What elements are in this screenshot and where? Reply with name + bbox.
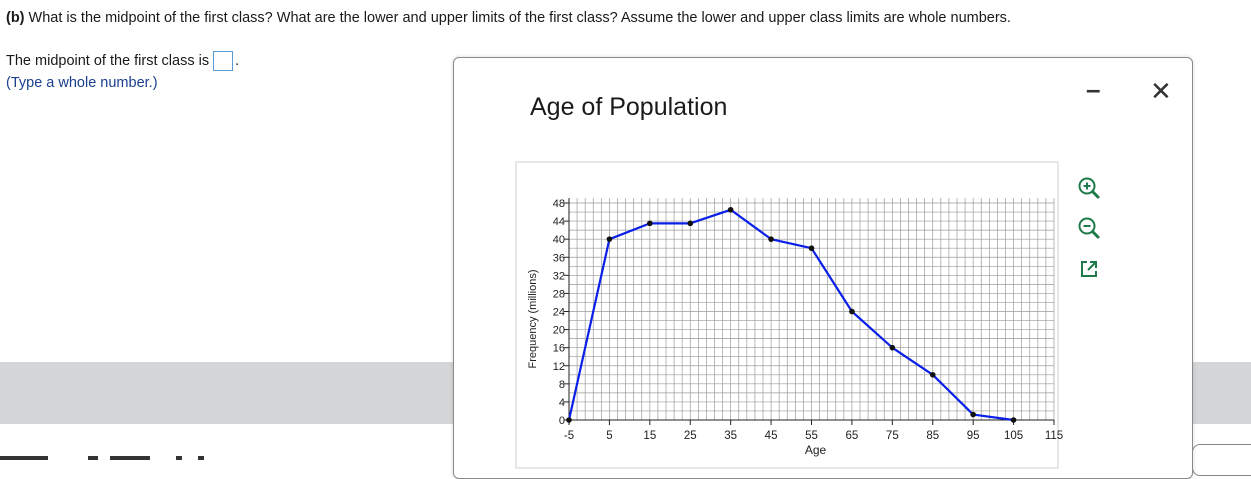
y-axis-label: Frequency (millions) [527,269,539,368]
x-tick-label: 35 [724,430,737,442]
x-tick-label: 75 [886,430,899,442]
x-tick-label: 15 [643,430,656,442]
data-point [808,245,815,252]
y-tick-label: 48 [553,198,565,210]
question-text: (b) What is the midpoint of the first cl… [6,10,1011,26]
cutoff-text-left [0,447,210,462]
series-line [567,208,1014,422]
data-point [849,308,855,315]
data-point [566,417,572,423]
y-tick-label: 16 [553,343,565,355]
y-tick-label: 20 [553,325,565,337]
question-body: What is the midpoint of the first class?… [28,10,1011,26]
y-tick-label: 4 [559,397,565,409]
data-point [929,371,936,378]
grid-layer [568,198,1055,421]
x-axis-label: Age [805,443,827,457]
open-in-window-icon[interactable] [1075,255,1103,283]
data-point [727,206,734,213]
data-point [768,236,774,242]
chart-title: Age of Population [530,93,728,121]
y-tick-label: 24 [553,307,565,319]
y-tick-label: 28 [553,288,565,300]
answer-hint: (Type a whole number.) [6,75,158,91]
answer-prompt: The midpoint of the first class is [6,53,210,69]
question-part: (b) [6,10,25,26]
cutoff-button-right[interactable] [1192,444,1251,476]
data-point [970,411,976,418]
x-tick-label: 105 [1004,430,1023,442]
answer-period: . [235,53,240,69]
y-tick-label: 8 [559,379,565,391]
answer-line: The midpoint of the first class is . [6,51,239,71]
zoom-in-icon[interactable] [1075,174,1103,202]
series-layer [566,206,1017,423]
data-point [647,220,653,227]
y-tick-label: 0 [559,415,565,427]
y-tick-label: 36 [553,252,565,264]
minimize-button[interactable]: – [1086,74,1101,104]
data-point [889,344,896,351]
x-tick-label: 55 [805,430,818,442]
y-tick-label: 44 [553,216,565,228]
midpoint-input[interactable] [213,51,234,71]
x-tick-label: 115 [1045,430,1063,442]
x-tick-label: 25 [684,430,697,442]
data-point [687,220,694,227]
x-tick-label: 85 [926,430,939,442]
y-tick-label: 40 [553,234,565,246]
data-point [606,236,613,242]
x-tick-label: 45 [765,430,778,442]
y-tick-label: 12 [553,361,565,373]
close-button[interactable]: ✕ [1150,76,1172,106]
zoom-out-icon[interactable] [1075,214,1103,242]
x-tick-label: -5 [564,430,574,442]
data-point [1010,417,1017,423]
y-tick-label: 32 [553,270,565,282]
x-tick-label: 65 [846,430,859,442]
graph-popup: Age of Population – ✕ 0 4 8 12 16 20 24 28 32 36 4… [453,57,1193,479]
x-tick-label: 5 [606,430,612,442]
x-tick-label: 95 [967,430,980,442]
